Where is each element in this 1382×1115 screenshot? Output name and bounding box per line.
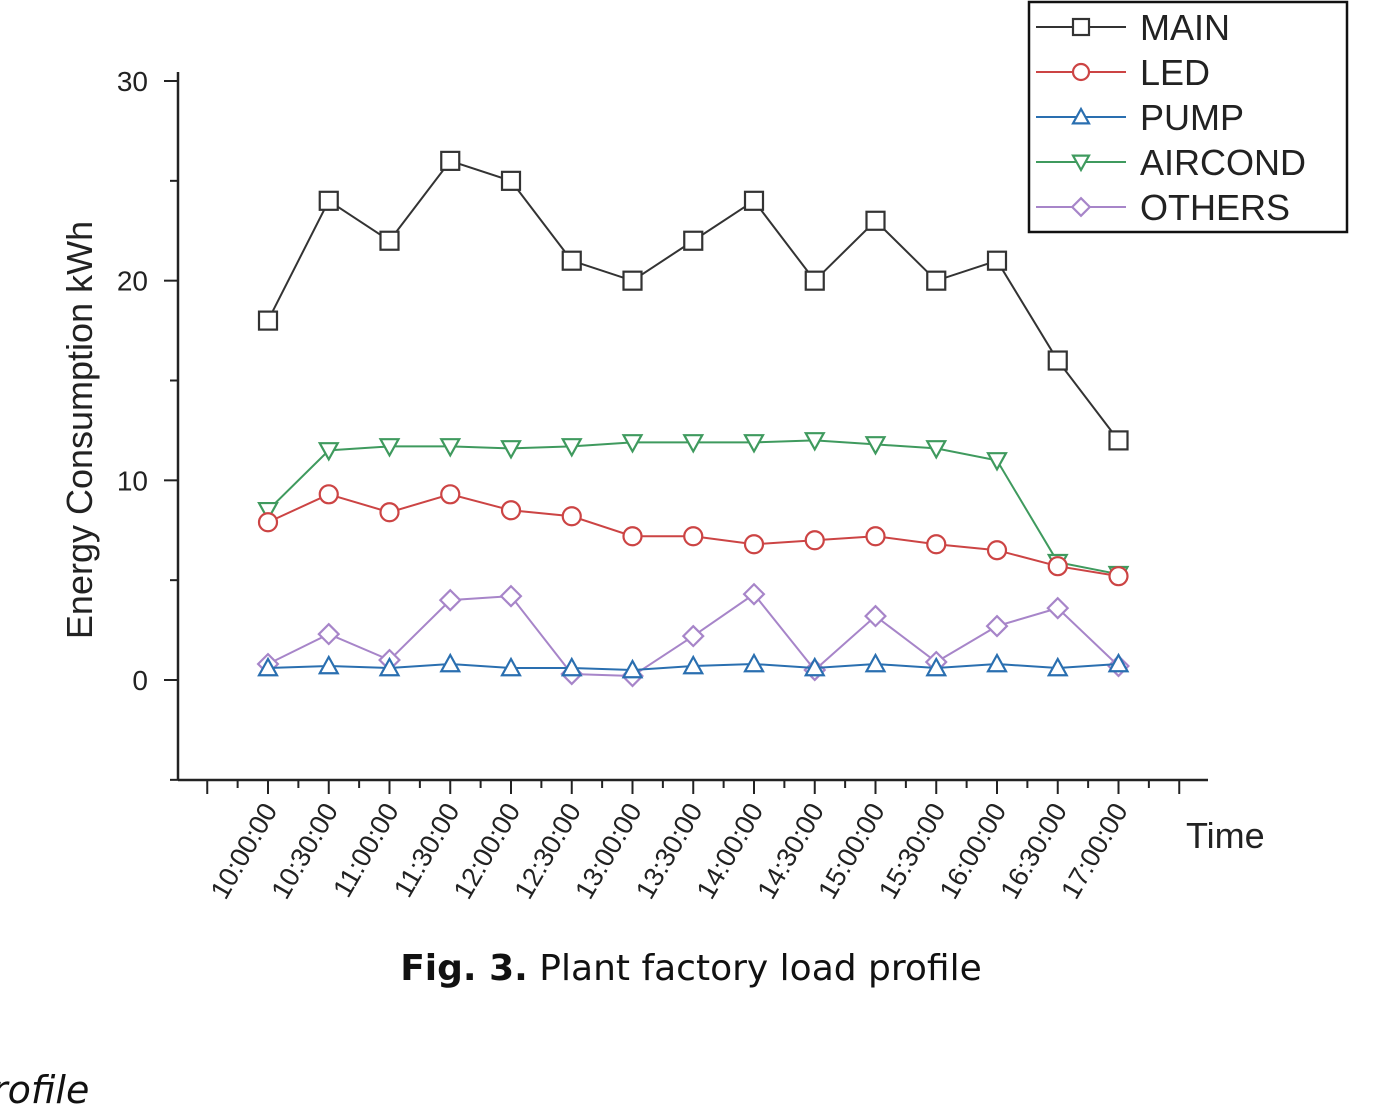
pump-point	[1107, 652, 1130, 673]
main-point	[1047, 350, 1068, 371]
pump-point	[439, 652, 462, 673]
aircond-point	[925, 440, 948, 460]
pump-point	[257, 656, 279, 677]
others-point	[681, 624, 705, 648]
others-point	[864, 604, 887, 628]
legend-label-aircond: AIRCOND	[1140, 142, 1306, 183]
main-point	[379, 230, 400, 251]
series-pump	[257, 652, 1130, 679]
figure-caption: Fig. 3. Plant factory load profile	[0, 948, 1382, 989]
led-point	[986, 540, 1008, 561]
series-led	[257, 484, 1129, 587]
main-point	[257, 310, 279, 331]
main-point	[986, 250, 1008, 271]
pump-point	[500, 656, 522, 677]
others-point	[499, 584, 523, 608]
pump-point	[560, 656, 583, 677]
legend-label-others: OTHERS	[1140, 187, 1290, 228]
main-point	[926, 270, 947, 291]
y-tick-label: 20	[117, 266, 148, 297]
others-point	[742, 582, 766, 606]
led-point	[926, 534, 947, 555]
others-point	[438, 588, 462, 612]
others-point	[985, 614, 1009, 638]
pump-point	[743, 652, 765, 673]
led-point	[1108, 566, 1129, 587]
legend-label-main: MAIN	[1140, 7, 1230, 48]
y-tick-label: 0	[132, 665, 148, 696]
legend-marker-pump	[1071, 106, 1091, 125]
aircond-point	[682, 434, 705, 454]
cropped-caption-fragment: rofile	[0, 1068, 90, 1112]
line-chart: 010203010:00:0010:30:0011:00:0011:30:001…	[59, 0, 1349, 904]
pump-point	[682, 654, 705, 675]
y-tick-label: 10	[117, 465, 148, 496]
pump-point	[803, 656, 826, 677]
led-point	[318, 484, 339, 505]
others-point	[1046, 596, 1070, 620]
led-point	[257, 512, 279, 533]
y-tick-label: 30	[117, 66, 148, 97]
main-point	[561, 250, 582, 271]
main-point	[500, 170, 522, 191]
aircond-point	[500, 440, 522, 460]
pump-point	[621, 658, 644, 679]
main-point	[318, 190, 339, 211]
legend-marker-led	[1071, 62, 1091, 82]
figure-caption-text: Plant factory load profile	[527, 948, 982, 989]
led-point	[683, 526, 704, 547]
aircond-point	[864, 436, 887, 456]
legend-label-led: LED	[1140, 52, 1210, 93]
led-point	[500, 500, 522, 521]
main-point	[804, 270, 825, 291]
led-point	[865, 526, 886, 547]
led-point	[622, 526, 643, 547]
pump-point	[986, 652, 1008, 673]
series-main	[257, 150, 1129, 451]
led-point	[440, 484, 461, 505]
y-axis-label: Energy Consumption kWh	[59, 221, 100, 639]
main-point	[683, 230, 704, 251]
main-point	[865, 210, 886, 231]
main-point	[743, 190, 765, 211]
others-point	[317, 622, 341, 646]
aircond-point	[986, 452, 1008, 472]
pump-point	[925, 656, 948, 677]
aircond-point	[257, 501, 279, 522]
aircond-point	[743, 434, 765, 454]
main-point	[622, 270, 643, 291]
aircond-point	[621, 434, 644, 454]
pump-point	[317, 654, 340, 675]
pump-point	[1046, 656, 1069, 677]
legend-marker-main	[1071, 17, 1091, 37]
aircond-point	[803, 432, 826, 452]
led-point	[379, 502, 400, 523]
series-layer	[256, 150, 1130, 688]
main-point	[1108, 430, 1129, 451]
led-point	[561, 506, 582, 527]
pump-point	[864, 652, 887, 673]
figure-label: Fig. 3.	[400, 948, 528, 989]
x-axis-label: Time	[1186, 815, 1265, 856]
legend-label-pump: PUMP	[1140, 97, 1244, 138]
aircond-point	[560, 438, 583, 458]
series-aircond	[257, 432, 1130, 586]
led-point	[1047, 556, 1068, 577]
legend-marker-others	[1070, 196, 1092, 218]
led-point	[804, 530, 825, 551]
legend-marker-aircond	[1071, 154, 1091, 173]
series-main-line	[267, 159, 1120, 442]
main-point	[440, 150, 461, 171]
led-point	[743, 534, 765, 555]
aircond-point	[317, 442, 340, 462]
pump-point	[378, 656, 401, 677]
aircond-point	[378, 438, 401, 458]
aircond-point	[439, 438, 462, 458]
